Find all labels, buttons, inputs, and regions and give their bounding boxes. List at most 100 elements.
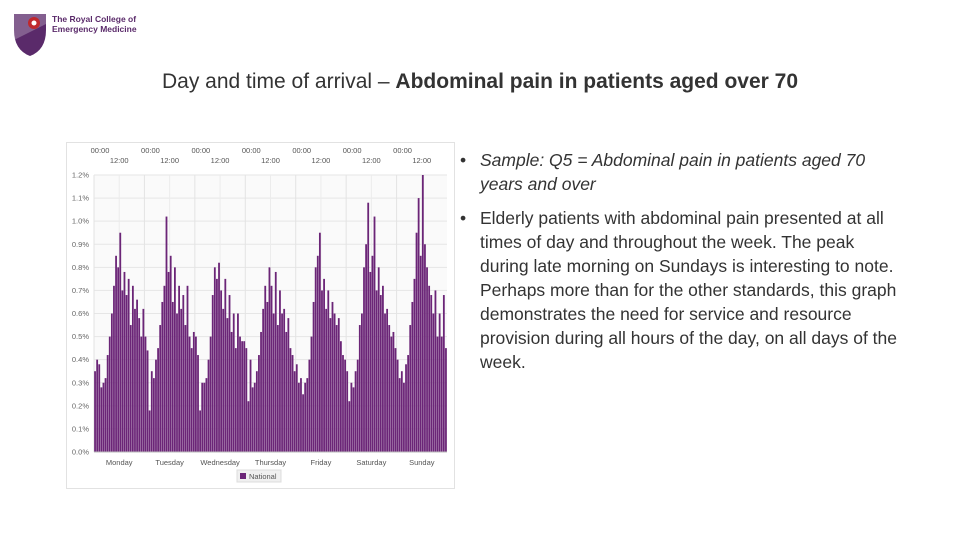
y-tick-label: 0.0% (72, 448, 89, 457)
bar (344, 359, 346, 452)
bar (436, 336, 439, 452)
bar (289, 348, 292, 452)
bar (350, 382, 353, 452)
day-label: Sunday (409, 458, 435, 467)
college-name: The Royal College of Emergency Medicine (52, 14, 137, 34)
bar (224, 278, 227, 452)
bar (115, 255, 117, 452)
bar (367, 202, 370, 452)
bar (396, 359, 399, 452)
bar (108, 336, 111, 452)
bar (276, 325, 279, 452)
bar (358, 325, 361, 452)
bar (386, 308, 389, 452)
top-time-label-midnight: 00:00 (343, 146, 362, 155)
bar (258, 355, 260, 452)
top-time-label-midnight: 00:00 (191, 146, 210, 155)
bar (339, 341, 342, 452)
bar (291, 355, 294, 452)
bar (379, 295, 382, 452)
bar (165, 216, 168, 452)
bar (163, 285, 166, 452)
bar (266, 301, 269, 452)
bar (283, 308, 286, 452)
top-time-label-noon: 12:00 (412, 156, 431, 165)
bar (335, 325, 338, 452)
bar (268, 267, 271, 452)
bar (264, 285, 267, 452)
bar (363, 267, 365, 452)
bullet-sample-text: Sample: Q5 = Abdominal pain in patients … (480, 150, 866, 194)
top-time-label-midnight: 00:00 (393, 146, 412, 155)
bar (251, 387, 254, 452)
bar (352, 387, 355, 452)
bar (159, 325, 162, 452)
bar (188, 336, 191, 452)
bar (209, 336, 212, 452)
college-name-line1: The Royal College of (52, 14, 137, 24)
bar (144, 336, 147, 452)
y-tick-label: 0.8% (72, 263, 89, 272)
bar (142, 308, 145, 452)
bar (260, 331, 262, 452)
bar (432, 313, 435, 452)
bullet-dot: • (460, 150, 467, 170)
top-time-label-midnight: 00:00 (141, 146, 160, 155)
bullet-dot: • (460, 208, 467, 228)
bar (201, 382, 204, 452)
bar (287, 318, 290, 452)
bar (173, 267, 176, 452)
bar (316, 255, 319, 452)
bar (255, 371, 258, 452)
bar (306, 378, 309, 452)
bar (312, 301, 315, 452)
top-time-label-midnight: 00:00 (292, 146, 311, 155)
bar (346, 371, 349, 452)
bar (417, 198, 420, 452)
bar (138, 318, 141, 452)
bar (113, 285, 115, 452)
bar (150, 371, 153, 452)
bar (186, 285, 189, 452)
bar (218, 262, 220, 452)
day-label: Saturday (356, 458, 386, 467)
bar (96, 359, 99, 452)
bar (318, 232, 321, 452)
legend-box (236, 469, 282, 483)
bar (197, 355, 199, 452)
bar (428, 285, 431, 452)
bar (392, 331, 395, 452)
bar (253, 382, 256, 452)
bar (308, 359, 311, 452)
bar (411, 301, 414, 452)
bullet-sample: • Sample: Q5 = Abdominal pain in patient… (458, 148, 898, 196)
bar (102, 382, 105, 452)
top-time-label-noon: 12:00 (261, 156, 280, 165)
bar (220, 290, 223, 452)
bar (222, 308, 225, 452)
bar (195, 336, 197, 452)
top-time-label-midnight: 00:00 (242, 146, 261, 155)
bar (407, 355, 410, 452)
bar (199, 410, 202, 452)
bar (213, 267, 216, 452)
bar (342, 355, 344, 452)
bar (192, 331, 195, 452)
bar (237, 313, 239, 452)
top-time-label-noon: 12:00 (211, 156, 230, 165)
bar (117, 267, 120, 452)
arrival-chart: 0.0% 0.1% 0.2% 0.3% 0.4% 0.5% 0.6% 0.7% 0.8% 0.9%… (66, 142, 455, 489)
bar (424, 244, 426, 452)
bar (398, 378, 401, 452)
bar (125, 295, 128, 452)
bar (354, 371, 357, 452)
y-tick-label: 0.3% (72, 378, 89, 387)
bar (205, 378, 208, 452)
bar (434, 290, 437, 452)
arrival-chart-svg: 0.0% 0.1% 0.2% 0.3% 0.4% 0.5% 0.6% 0.7% 0.8% 0.9%… (72, 146, 447, 483)
day-label: Thursday (255, 458, 287, 467)
bar (285, 331, 288, 452)
bar (279, 290, 281, 452)
top-time-label-noon: 12:00 (160, 156, 179, 165)
day-label: Monday (106, 458, 133, 467)
